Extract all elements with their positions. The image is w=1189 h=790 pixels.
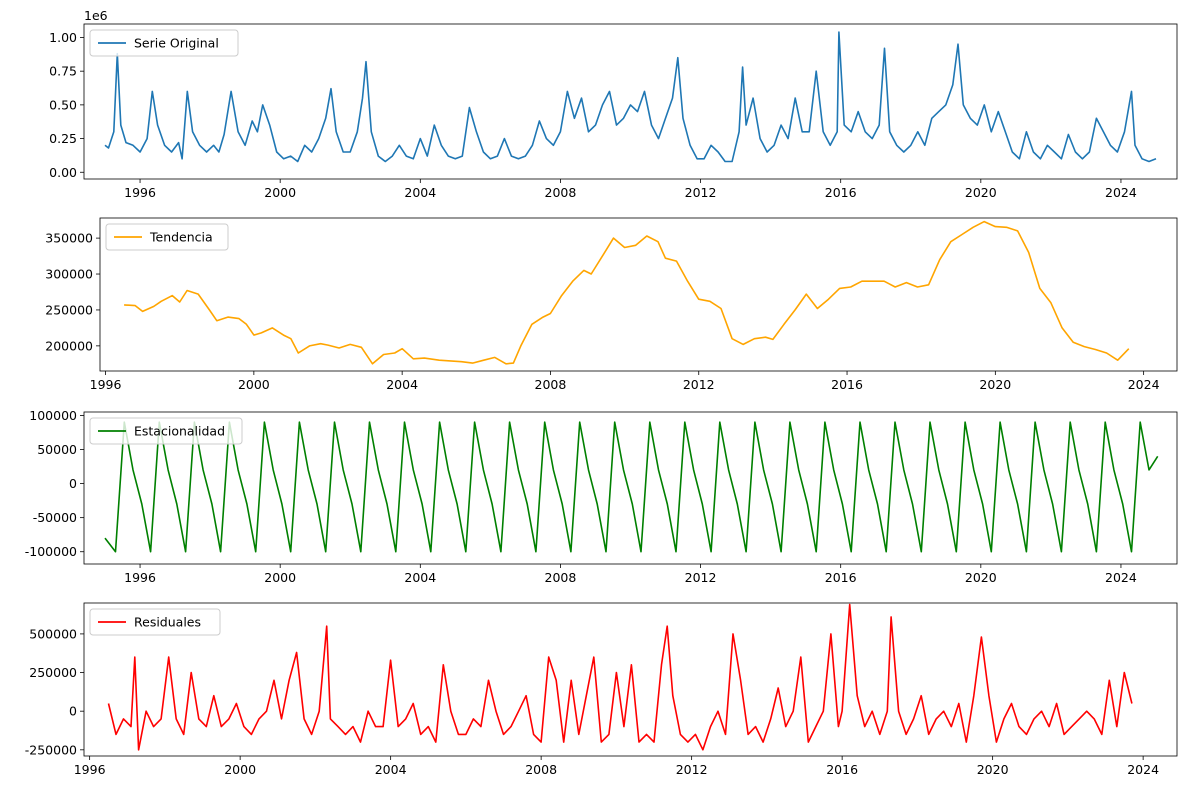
y-tick-label: 0.25 [49,131,77,146]
x-tick-label: 1996 [74,762,106,777]
x-tick-label: 2020 [965,185,997,200]
panel-1: 1996 2000 2004 2008 2012 2016 2020 2024 0.00 0.25… [49,8,1178,200]
x-tick-label: 2008 [525,762,557,777]
y-tick-label: 300000 [45,267,93,282]
y-tick-label: 0.00 [49,165,77,180]
x-tick-label: 2024 [1127,762,1159,777]
legend-label: Estacionalidad [134,424,225,439]
legend: Serie Original [89,29,239,57]
plot-frame [83,411,1178,565]
x-tick-label: 2004 [375,762,407,777]
series-line-1 [124,220,1130,365]
y-tick-label: -250000 [25,742,77,757]
series-line-1 [104,421,1159,553]
series-line-1 [104,31,1157,163]
series-line-1 [107,603,1133,751]
x-tick-label: 2008 [535,377,567,392]
x-tick-label: 1996 [124,185,156,200]
y-tick-label: 0.50 [49,97,77,112]
x-tick-label: 2020 [979,377,1011,392]
y-tick-label: 200000 [45,338,93,353]
y-tick-label: 0 [69,476,77,491]
panel-4: 1996 2000 2004 2008 2012 2016 2020 2024 -250000 0… [25,602,1178,777]
plot-frame [83,602,1178,757]
x-tick-label: 2016 [831,377,863,392]
x-tick-label: 2012 [676,762,708,777]
legend-box [89,608,221,636]
legend: Estacionalidad [89,417,243,445]
x-tick-label: 1996 [124,570,156,585]
y-tick-label: -50000 [33,510,77,525]
x-tick-label: 1996 [90,377,122,392]
y-tick-label: 1.00 [49,30,77,45]
plot-frame [83,23,1178,180]
y-tick-label: 250000 [45,302,93,317]
legend-label: Tendencia [149,230,213,245]
y-offset-label: 1e6 [84,8,108,23]
legend: Residuales [89,608,221,636]
x-tick-label: 2024 [1105,570,1137,585]
y-tick-label: 50000 [37,442,77,457]
legend-box [89,417,243,445]
x-tick-label: 2000 [264,570,296,585]
x-tick-label: 2024 [1128,377,1160,392]
y-tick-label: -100000 [25,544,77,559]
x-tick-label: 2008 [545,185,577,200]
y-tick-label: 250000 [29,665,77,680]
x-tick-label: 2000 [264,185,296,200]
y-tick-label: 0.75 [49,64,77,79]
x-tick-label: 2016 [825,185,857,200]
x-tick-label: 2004 [404,570,436,585]
x-tick-label: 2024 [1105,185,1137,200]
x-tick-label: 2016 [826,762,858,777]
legend-box [105,223,229,251]
x-tick-label: 2000 [238,377,270,392]
y-tick-label: 100000 [29,408,77,423]
y-tick-label: 500000 [29,626,77,641]
x-tick-label: 2020 [965,570,997,585]
x-tick-label: 2012 [685,185,717,200]
x-tick-label: 2004 [386,377,418,392]
x-tick-label: 2020 [977,762,1009,777]
x-tick-label: 2000 [224,762,256,777]
x-tick-label: 2004 [404,185,436,200]
legend: Tendencia [105,223,229,251]
panel-3: 1996 2000 2004 2008 2012 2016 2020 2024 -100000 -… [25,408,1178,585]
plot-frame [99,217,1178,372]
x-tick-label: 2012 [683,377,715,392]
x-tick-label: 2008 [545,570,577,585]
y-tick-label: 350000 [45,231,93,246]
y-tick-label: 0 [69,704,77,719]
legend-label: Serie Original [134,36,219,51]
x-tick-label: 2012 [685,570,717,585]
panel-2: 1996 2000 2004 2008 2012 2016 2020 2024 200000 25… [45,217,1178,392]
legend-label: Residuales [134,615,201,630]
legend-box [89,29,239,57]
x-tick-label: 2016 [825,570,857,585]
